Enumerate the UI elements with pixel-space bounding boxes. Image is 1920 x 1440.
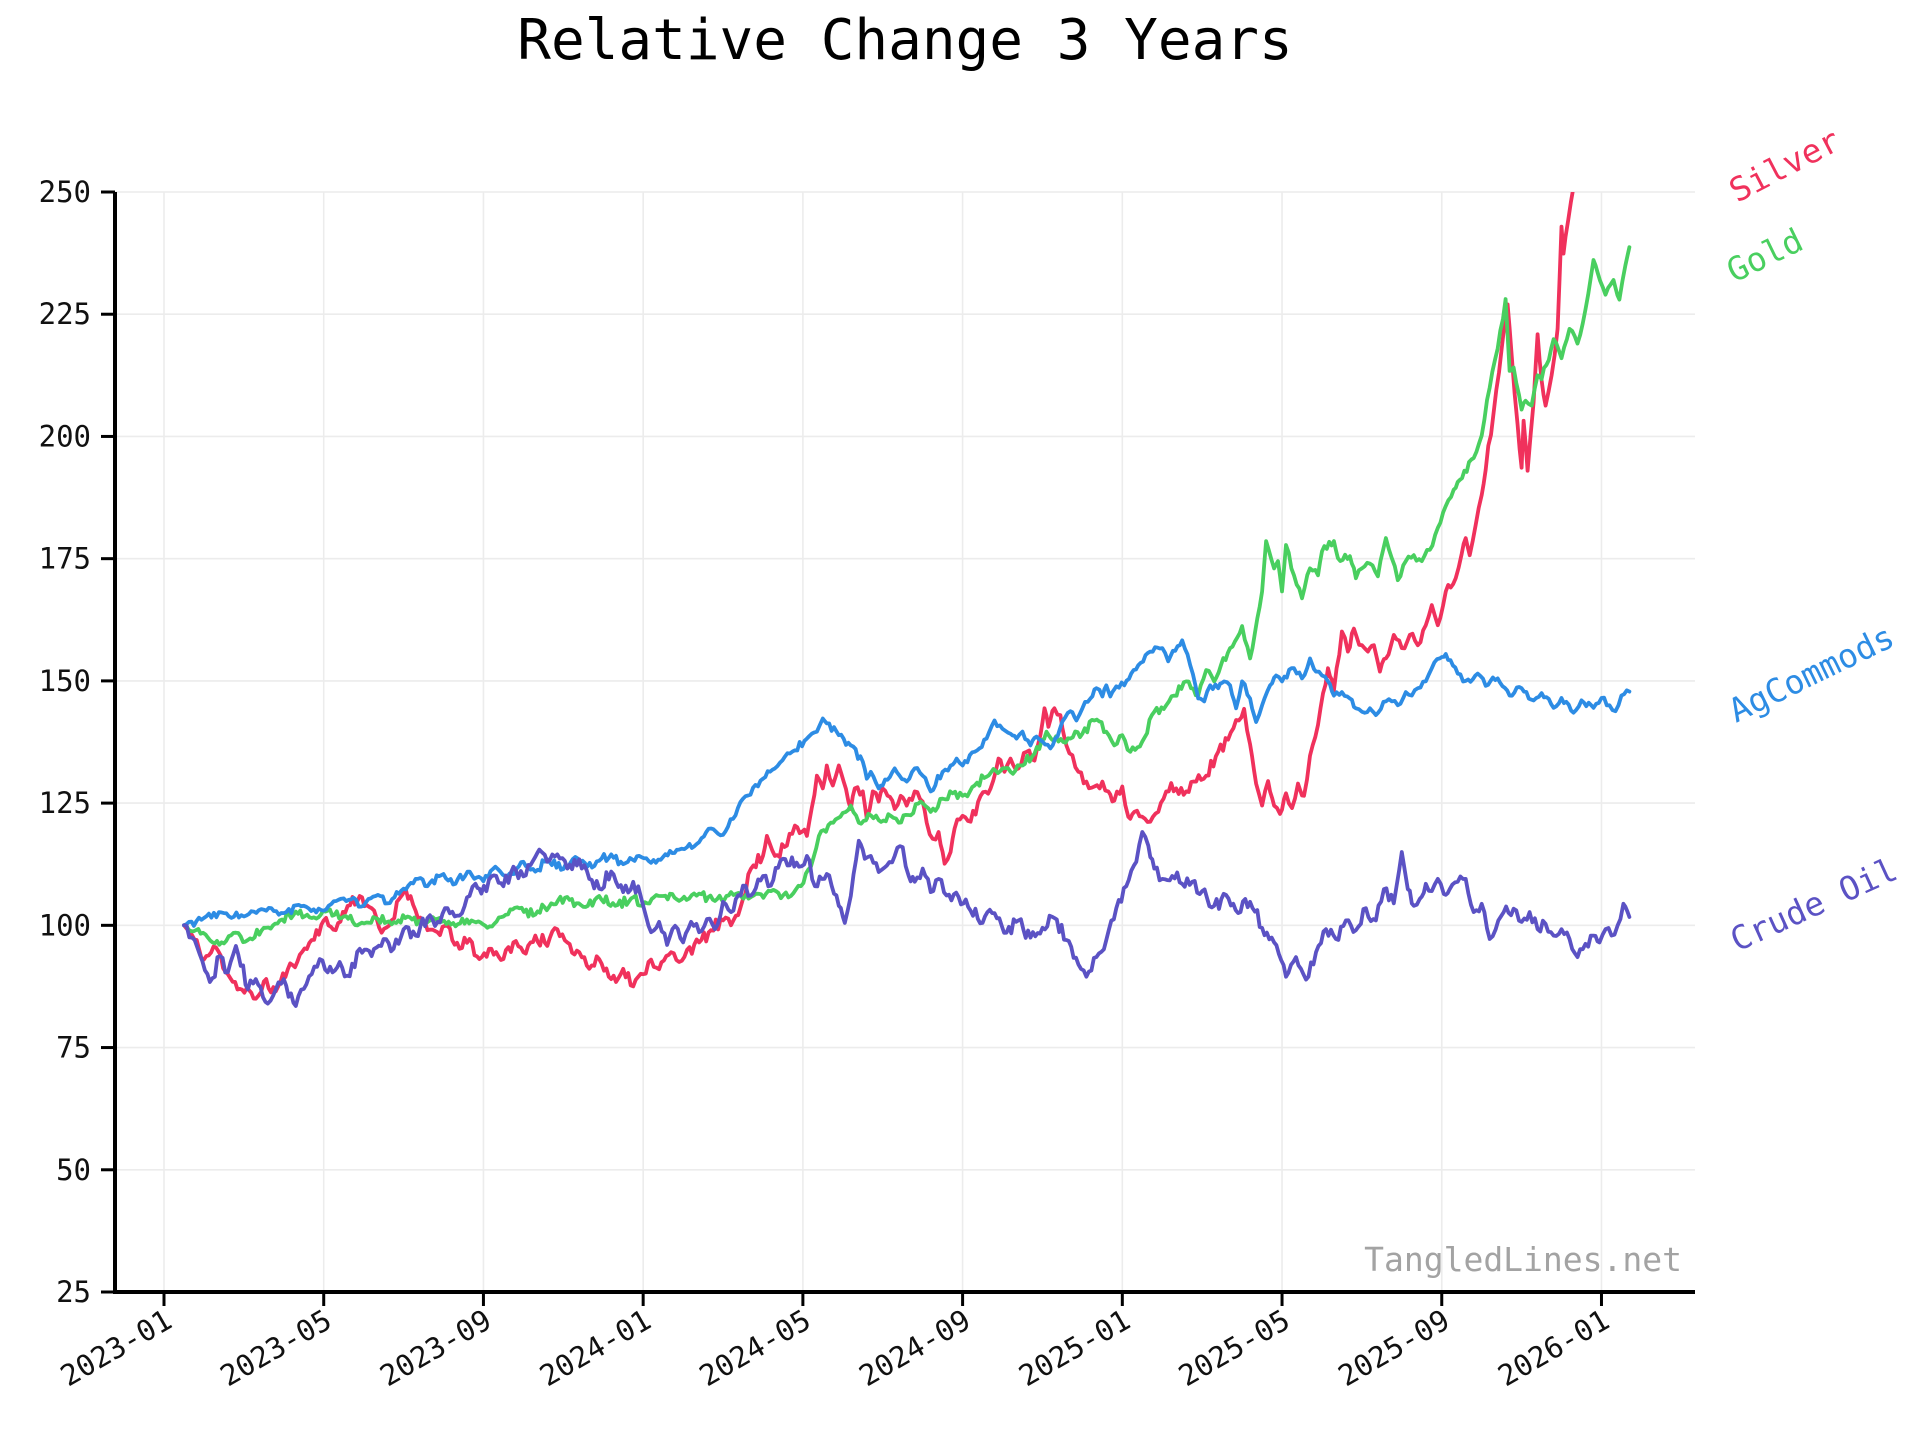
legend: Silver Gold AgCommods Crude Oil (1720, 120, 1903, 959)
legend-label-agcommods: AgCommods (1722, 617, 1900, 730)
x-axis-labels: 2023-01 2023-05 2023-09 2024-01 2024-05 2024-… (55, 1303, 1615, 1394)
y-axis-labels: 25 50 75 100 125 150 175 200 225 250 (39, 175, 91, 1309)
legend-label-silver: Silver (1723, 120, 1847, 210)
svg-text:2025-01: 2025-01 (1013, 1303, 1136, 1394)
svg-text:2023-05: 2023-05 (214, 1303, 337, 1394)
svg-text:2025-05: 2025-05 (1173, 1303, 1296, 1394)
legend-label-crude-oil: Crude Oil (1724, 850, 1903, 960)
svg-text:2023-09: 2023-09 (374, 1303, 497, 1394)
svg-text:225: 225 (39, 297, 91, 331)
svg-text:2023-01: 2023-01 (55, 1303, 178, 1394)
axes-spines (101, 190, 1695, 1306)
svg-text:200: 200 (39, 419, 91, 453)
svg-text:175: 175 (39, 542, 91, 576)
svg-text:2024-05: 2024-05 (694, 1303, 817, 1394)
svg-text:75: 75 (56, 1031, 91, 1065)
svg-text:150: 150 (39, 664, 91, 698)
svg-text:125: 125 (39, 786, 91, 820)
svg-text:2024-09: 2024-09 (853, 1303, 976, 1394)
watermark: TangledLines.net (1364, 1240, 1682, 1279)
svg-text:50: 50 (56, 1153, 91, 1187)
series-line-crude-oil (182, 830, 1632, 1008)
svg-text:2026-01: 2026-01 (1492, 1303, 1615, 1394)
series-line-agcommods (182, 638, 1632, 928)
chart-title: Relative Change 3 Years (517, 8, 1293, 73)
svg-text:25: 25 (56, 1275, 91, 1309)
svg-text:250: 250 (39, 175, 91, 209)
svg-text:2025-09: 2025-09 (1332, 1303, 1455, 1394)
svg-text:100: 100 (39, 908, 91, 942)
series-lines (182, 192, 1632, 1008)
legend-label-gold: Gold (1720, 220, 1809, 290)
gridlines (115, 191, 1695, 1293)
svg-text:2024-01: 2024-01 (534, 1303, 657, 1394)
series-line-gold (182, 245, 1632, 947)
series-line-silver (182, 192, 1575, 1001)
